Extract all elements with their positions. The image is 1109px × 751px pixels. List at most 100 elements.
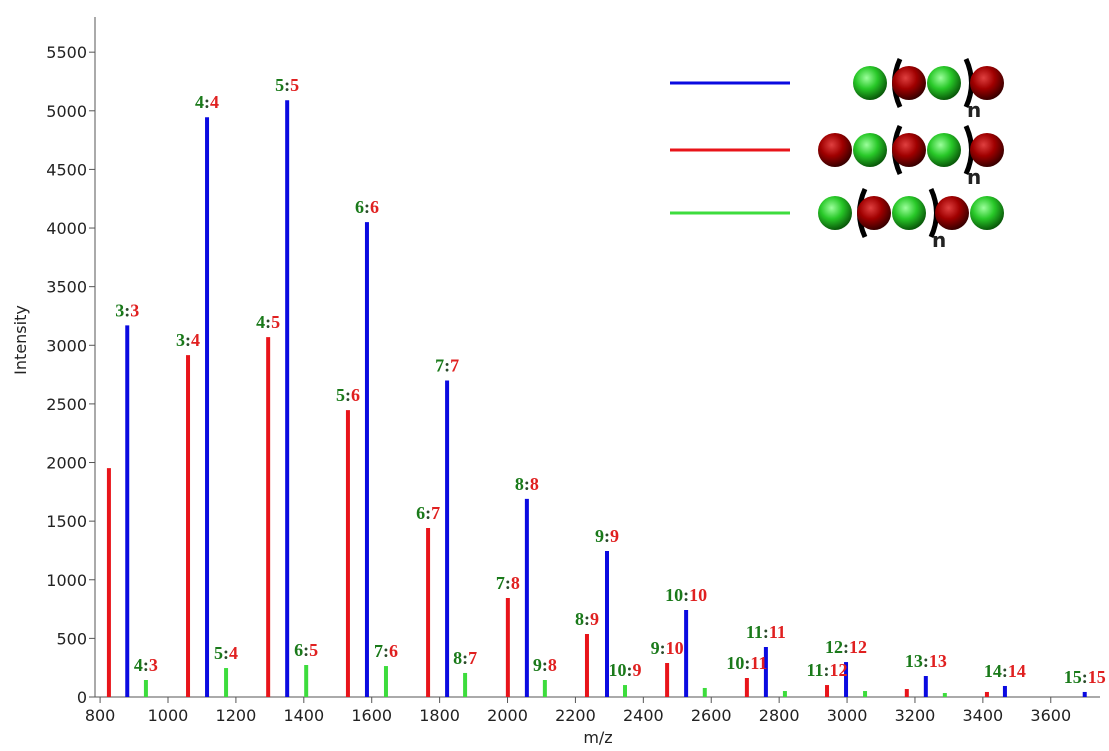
peak-label-green: 5 — [275, 75, 284, 95]
peak-label-red: 5 — [309, 640, 318, 660]
peak-label-red: 4 — [191, 330, 200, 350]
peak-label-separator: : — [584, 609, 590, 629]
peak-label-green: 7 — [496, 573, 505, 593]
peak-label: 9:10 — [651, 638, 684, 658]
peak-label: 6:6 — [355, 197, 379, 217]
y-tick-label: 3000 — [46, 336, 87, 355]
peak-label: 14:14 — [984, 661, 1026, 681]
x-tick-label: 3600 — [1030, 706, 1071, 725]
peak-label-red: 3 — [149, 655, 158, 675]
peak-label-separator: : — [505, 573, 511, 593]
y-axis-label: Intensity — [11, 305, 30, 375]
peak-label: 4:5 — [256, 312, 280, 332]
peak-label-red: 3 — [130, 300, 139, 320]
peak-label-green: 12 — [825, 637, 843, 657]
peak-label-red: 8 — [548, 655, 557, 675]
peak-label-separator: : — [462, 648, 468, 668]
peak-label-green: 3 — [176, 330, 185, 350]
peak-label-green: 13 — [905, 651, 923, 671]
peak-label-green: 10 — [609, 660, 627, 680]
peak-label-separator: : — [143, 655, 149, 675]
y-tick-label: 4500 — [46, 160, 87, 179]
y-tick-label: 2000 — [46, 454, 87, 473]
peak-label-separator: : — [204, 92, 210, 112]
peak-label-green: 4 — [195, 92, 204, 112]
peak-label-separator: : — [345, 385, 351, 405]
y-tick-label: 1000 — [46, 571, 87, 590]
peak-label-red: 4 — [229, 643, 238, 663]
y-tick-label: 5500 — [46, 43, 87, 62]
peak-label-separator: : — [627, 660, 633, 680]
peak-label-red: 8 — [530, 474, 539, 494]
peak-label-red: 6 — [389, 641, 398, 661]
x-tick-label: 2800 — [759, 706, 800, 725]
y-tick-label: 500 — [56, 629, 87, 648]
peak-label-red: 15 — [1088, 667, 1106, 687]
legend-subscript: n — [932, 228, 946, 252]
peak-label-green: 9 — [533, 655, 542, 675]
peak-label-separator: : — [1082, 667, 1088, 687]
peak-label-separator: : — [824, 660, 830, 680]
peak-label-separator: : — [425, 503, 431, 523]
y-tick-label: 2500 — [46, 395, 87, 414]
peak-label-green: 3 — [115, 300, 124, 320]
x-tick-label: 3200 — [895, 706, 936, 725]
peak-label-separator: : — [763, 622, 769, 642]
peak-label-green: 14 — [984, 661, 1002, 681]
x-tick-label: 2400 — [623, 706, 664, 725]
peak-label: 3:3 — [115, 300, 139, 320]
legend-subscript: n — [967, 98, 981, 122]
peak-label: 4:4 — [195, 92, 219, 112]
x-tick-label: 800 — [85, 706, 116, 725]
x-tick-label: 1800 — [419, 706, 460, 725]
peak-label: 7:7 — [435, 355, 459, 375]
x-axis-label: m/z — [583, 728, 612, 747]
peak-label-red: 4 — [210, 92, 219, 112]
peak-label-green: 5 — [214, 643, 223, 663]
peak-label: 6:5 — [294, 640, 318, 660]
peak-label-separator: : — [843, 637, 849, 657]
peak-label-red: 11 — [750, 653, 767, 673]
peak-label-red: 13 — [929, 651, 947, 671]
legend-sphere — [970, 196, 1004, 230]
peak-label-red: 12 — [830, 660, 848, 680]
peak-label: 15:15 — [1064, 667, 1106, 687]
x-tick-label: 3000 — [827, 706, 868, 725]
peak-label-separator: : — [364, 197, 370, 217]
peak-label-separator: : — [1002, 661, 1008, 681]
peak-label-green: 15 — [1064, 667, 1082, 687]
peak-label-red: 14 — [1008, 661, 1026, 681]
peak-label: 5:6 — [336, 385, 360, 405]
peak-label: 11:12 — [807, 660, 848, 680]
legend-sphere — [970, 133, 1004, 167]
peak-label-green: 9 — [595, 526, 604, 546]
peak-label-green: 8 — [575, 609, 584, 629]
peak-label-green: 10 — [726, 653, 744, 673]
peak-label-green: 9 — [651, 638, 660, 658]
peak-label: 11:11 — [746, 622, 786, 642]
legend-sphere — [857, 196, 891, 230]
y-tick-label: 3500 — [46, 278, 87, 297]
y-tick-label: 1500 — [46, 512, 87, 531]
peak-label-separator: : — [284, 75, 290, 95]
peak-label-red: 10 — [666, 638, 684, 658]
peak-label-red: 7 — [468, 648, 477, 668]
peak-label: 12:12 — [825, 637, 867, 657]
legend-sphere — [970, 66, 1004, 100]
peak-label-separator: : — [124, 300, 130, 320]
peak-label-separator: : — [542, 655, 548, 675]
peak-label-red: 10 — [689, 585, 707, 605]
peak-label: 8:7 — [453, 648, 477, 668]
peak-label-green: 6 — [294, 640, 303, 660]
peak-label-red: 7 — [450, 355, 459, 375]
peak-label: 8:8 — [515, 474, 539, 494]
peak-label-red: 12 — [849, 637, 867, 657]
peak-label-red: 9 — [633, 660, 642, 680]
peak-label-green: 4 — [256, 312, 265, 332]
peak-label: 7:6 — [374, 641, 398, 661]
peak-label-separator: : — [660, 638, 666, 658]
peak-label: 9:8 — [533, 655, 557, 675]
peak-label-green: 8 — [515, 474, 524, 494]
peak-label-separator: : — [683, 585, 689, 605]
